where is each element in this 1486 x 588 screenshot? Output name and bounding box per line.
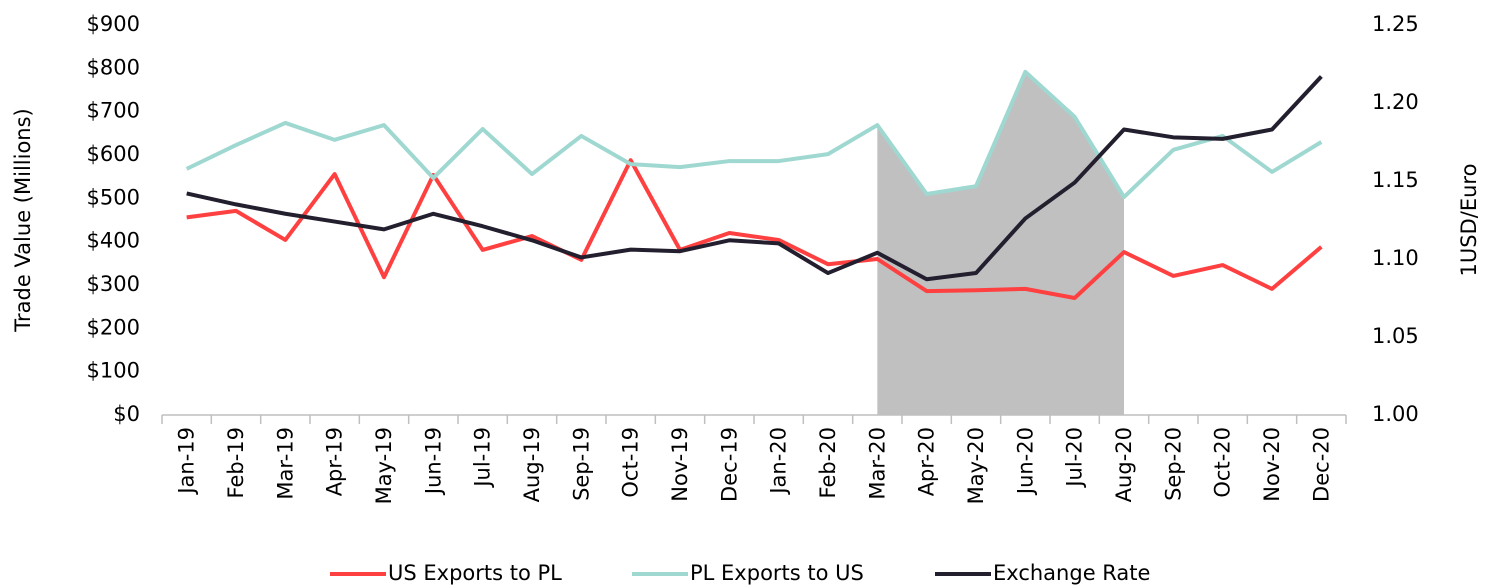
x-tick-label: May-20 (964, 427, 988, 504)
x-tick-label: Jul-20 (1063, 427, 1087, 489)
y-tick-label: $900 (87, 12, 140, 36)
x-tick-label: May-19 (372, 427, 396, 504)
y-tick-label: $300 (87, 272, 140, 296)
y-tick-label: $500 (87, 185, 140, 209)
x-tick-label: Jul-19 (471, 427, 495, 489)
x-tick-label: Nov-20 (1260, 427, 1284, 502)
x-tick-label: Jan-19 (175, 427, 199, 496)
y2-tick-label: 1.05 (1372, 324, 1419, 348)
y-tick-label: $700 (87, 99, 140, 123)
y2-tick-label: 1.00 (1372, 402, 1419, 426)
x-tick-label: Oct-20 (1211, 427, 1235, 498)
y2-tick-label: 1.25 (1372, 12, 1419, 36)
x-tick-label: Oct-19 (619, 427, 643, 498)
y2-axis-title: 1USD/Euro (1457, 164, 1481, 277)
y2-tick-label: 1.10 (1372, 246, 1419, 270)
y2-tick-label: 1.15 (1372, 168, 1419, 192)
series-line (186, 158, 1323, 300)
x-tick-label: Dec-20 (1309, 427, 1333, 502)
y-tick-label: $100 (87, 359, 140, 383)
y2-tick-label: 1.20 (1372, 90, 1419, 114)
y-tick-label: $400 (87, 229, 140, 253)
x-tick-label: Aug-19 (520, 427, 544, 502)
legend-label: US Exports to PL (388, 561, 562, 585)
x-tick-label: Jun-19 (421, 427, 445, 496)
x-tick-label: Sep-19 (569, 427, 593, 501)
y-axis-title: Trade Value (Millions) (11, 108, 35, 332)
y-tick-label: $0 (113, 402, 140, 426)
x-tick-label: Jan-20 (767, 427, 791, 496)
x-tick-label: Feb-19 (224, 427, 248, 498)
x-tick-label: Mar-19 (273, 427, 297, 500)
legend-label: Exchange Rate (993, 561, 1150, 585)
x-tick-label: Apr-19 (323, 427, 347, 496)
x-tick-label: Dec-19 (717, 427, 741, 502)
y-tick-label: $600 (87, 142, 140, 166)
series-line (185, 69, 1323, 200)
x-tick-label: Mar-20 (865, 427, 889, 500)
x-tick-label: Nov-19 (668, 427, 692, 502)
legend-label: PL Exports to US (690, 561, 864, 585)
series-line (186, 75, 1323, 282)
x-tick-label: Aug-20 (1112, 427, 1136, 502)
y-tick-label: $200 (87, 315, 140, 339)
x-tick-label: Feb-20 (816, 427, 840, 498)
y-tick-label: $800 (87, 55, 140, 79)
x-tick-label: Sep-20 (1161, 427, 1185, 501)
x-tick-label: Jun-20 (1013, 427, 1037, 496)
x-tick-label: Apr-20 (915, 427, 939, 496)
